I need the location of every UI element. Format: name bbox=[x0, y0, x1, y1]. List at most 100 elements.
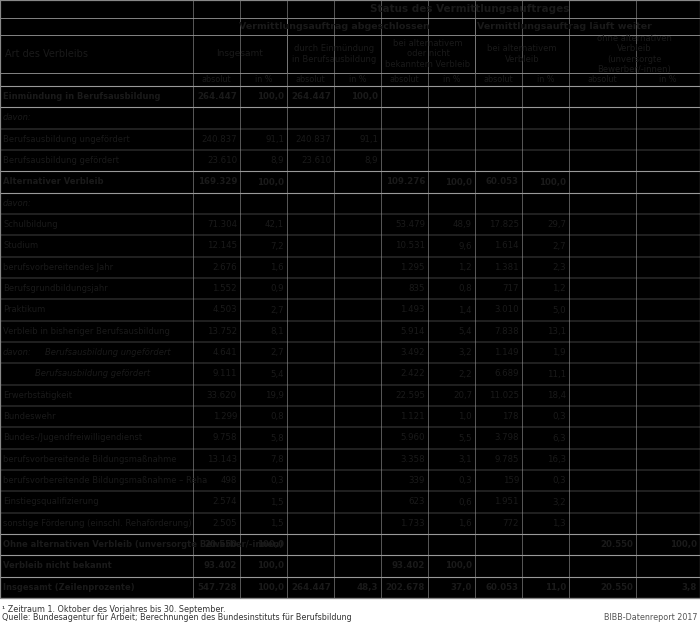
Bar bbox=[334, 171, 381, 193]
Text: 16,3: 16,3 bbox=[547, 455, 566, 464]
Text: 23.610: 23.610 bbox=[207, 156, 237, 165]
Bar bbox=[0, 470, 193, 491]
Bar bbox=[0, 427, 193, 448]
Text: 12.145: 12.145 bbox=[207, 242, 237, 251]
Bar bbox=[569, 73, 636, 86]
Bar bbox=[475, 193, 569, 214]
Text: 0,3: 0,3 bbox=[270, 476, 284, 485]
Bar bbox=[287, 470, 381, 491]
Bar bbox=[636, 86, 700, 107]
Bar bbox=[381, 86, 428, 107]
Bar bbox=[193, 73, 240, 86]
Bar bbox=[287, 406, 381, 427]
Text: Alternativer Verbleib: Alternativer Verbleib bbox=[3, 178, 104, 187]
Bar bbox=[569, 385, 700, 406]
Bar bbox=[0, 0, 700, 18]
Text: Art des Verbleibs: Art des Verbleibs bbox=[5, 49, 88, 59]
Text: 0,8: 0,8 bbox=[458, 284, 472, 293]
Text: 91,1: 91,1 bbox=[265, 135, 284, 144]
Text: sonstige Förderung (einschl. Rehaförderung): sonstige Förderung (einschl. Rehaförderu… bbox=[3, 519, 192, 528]
Bar bbox=[569, 512, 700, 534]
Bar bbox=[569, 364, 700, 385]
Text: 2.676: 2.676 bbox=[212, 263, 237, 272]
Bar bbox=[381, 73, 428, 86]
Bar bbox=[475, 555, 522, 577]
Text: absolut: absolut bbox=[202, 75, 231, 84]
Text: 48,3: 48,3 bbox=[356, 583, 378, 592]
Bar bbox=[522, 555, 569, 577]
Text: bei alternativem
Verbleib: bei alternativem Verbleib bbox=[487, 45, 556, 63]
Text: 0,9: 0,9 bbox=[270, 284, 284, 293]
Text: 100,0: 100,0 bbox=[257, 540, 284, 549]
Bar bbox=[287, 278, 381, 300]
Bar bbox=[193, 193, 287, 214]
Bar bbox=[287, 577, 334, 598]
Bar bbox=[0, 257, 193, 278]
Text: 2,2: 2,2 bbox=[458, 369, 472, 379]
Bar bbox=[193, 150, 287, 171]
Bar bbox=[334, 73, 381, 86]
Bar bbox=[475, 300, 569, 321]
Text: 8,9: 8,9 bbox=[365, 156, 378, 165]
Text: bei alternativem
oder nicht
bekanntem Verbleib: bei alternativem oder nicht bekanntem Ve… bbox=[386, 39, 470, 69]
Text: 93.402: 93.402 bbox=[204, 561, 237, 570]
Text: 264.447: 264.447 bbox=[291, 583, 331, 592]
Bar bbox=[569, 257, 700, 278]
Bar bbox=[193, 300, 287, 321]
Bar bbox=[475, 448, 569, 470]
Text: 20.550: 20.550 bbox=[204, 540, 237, 549]
Text: in %: in % bbox=[442, 75, 461, 84]
Bar bbox=[0, 406, 193, 427]
Text: 3.798: 3.798 bbox=[494, 433, 519, 443]
Bar bbox=[0, 385, 193, 406]
Bar bbox=[193, 385, 287, 406]
Bar bbox=[522, 86, 569, 107]
Text: 1.614: 1.614 bbox=[494, 242, 519, 251]
Bar bbox=[475, 342, 569, 364]
Bar bbox=[569, 107, 700, 129]
Bar bbox=[569, 555, 636, 577]
Text: 100,0: 100,0 bbox=[257, 178, 284, 187]
Text: 3.358: 3.358 bbox=[400, 455, 425, 464]
Bar bbox=[569, 491, 700, 512]
Bar bbox=[569, 86, 636, 107]
Bar bbox=[569, 300, 700, 321]
Text: Insgesamt: Insgesamt bbox=[216, 50, 263, 58]
Text: 240.837: 240.837 bbox=[295, 135, 331, 144]
Text: 1,4: 1,4 bbox=[458, 305, 472, 315]
Text: 5,4: 5,4 bbox=[458, 327, 472, 336]
Text: 5,8: 5,8 bbox=[270, 433, 284, 443]
Bar bbox=[193, 555, 240, 577]
Bar bbox=[381, 491, 475, 512]
Bar bbox=[475, 427, 569, 448]
Text: 1.493: 1.493 bbox=[400, 305, 425, 315]
Bar bbox=[193, 427, 287, 448]
Bar bbox=[0, 534, 193, 555]
Text: durch Einmündung
in Berufsausbildung: durch Einmündung in Berufsausbildung bbox=[292, 45, 376, 63]
Text: 2,7: 2,7 bbox=[270, 348, 284, 357]
Text: Quelle: Bundesagentur für Arbeit; Berechnungen des Bundesinstituts für Berufsbil: Quelle: Bundesagentur für Arbeit; Berech… bbox=[2, 613, 351, 622]
Text: 11,1: 11,1 bbox=[547, 369, 566, 379]
Bar bbox=[569, 534, 636, 555]
Bar bbox=[193, 470, 287, 491]
Text: Berufsgrundbildungsjahr: Berufsgrundbildungsjahr bbox=[3, 284, 108, 293]
Bar bbox=[287, 35, 381, 73]
Text: 8,1: 8,1 bbox=[270, 327, 284, 336]
Bar bbox=[287, 555, 334, 577]
Bar bbox=[334, 534, 381, 555]
Text: Bundes-/Jugendfreiwilligendienst: Bundes-/Jugendfreiwilligendienst bbox=[3, 433, 142, 443]
Bar bbox=[240, 577, 287, 598]
Bar bbox=[569, 171, 636, 193]
Bar bbox=[0, 171, 193, 193]
Text: 5,5: 5,5 bbox=[458, 433, 472, 443]
Text: 339: 339 bbox=[409, 476, 425, 485]
Text: 1.121: 1.121 bbox=[400, 412, 425, 421]
Text: Status des Vermittlungsauftrages: Status des Vermittlungsauftrages bbox=[370, 4, 570, 14]
Text: davon:: davon: bbox=[3, 348, 31, 357]
Text: 71.304: 71.304 bbox=[207, 220, 237, 229]
Bar bbox=[240, 86, 287, 107]
Bar bbox=[381, 406, 475, 427]
Text: 178: 178 bbox=[503, 412, 519, 421]
Text: 547.728: 547.728 bbox=[197, 583, 237, 592]
Bar bbox=[193, 534, 240, 555]
